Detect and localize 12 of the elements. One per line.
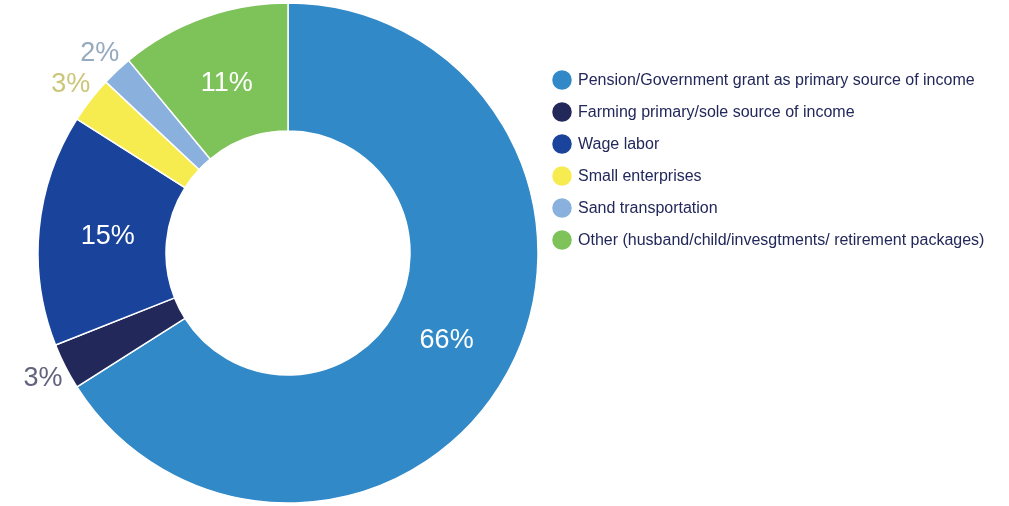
- data-label: 15%: [80, 219, 135, 250]
- data-label: 3%: [51, 68, 91, 99]
- legend-label: Small enterprises: [578, 167, 702, 184]
- legend-label: Sand transportation: [578, 199, 718, 216]
- legend-label: Farming primary/sole source of income: [578, 103, 855, 120]
- legend-label: Other (husband/child/invesgtments/ retirement packages): [578, 231, 985, 248]
- data-label: 2%: [80, 36, 120, 67]
- legend-label: Pension/Government grant as primary source of income: [578, 71, 975, 88]
- legend-label: Wage labor: [578, 135, 660, 152]
- data-label: 11%: [200, 66, 253, 97]
- data-label: 3%: [23, 361, 63, 392]
- data-label: 66%: [419, 324, 474, 355]
